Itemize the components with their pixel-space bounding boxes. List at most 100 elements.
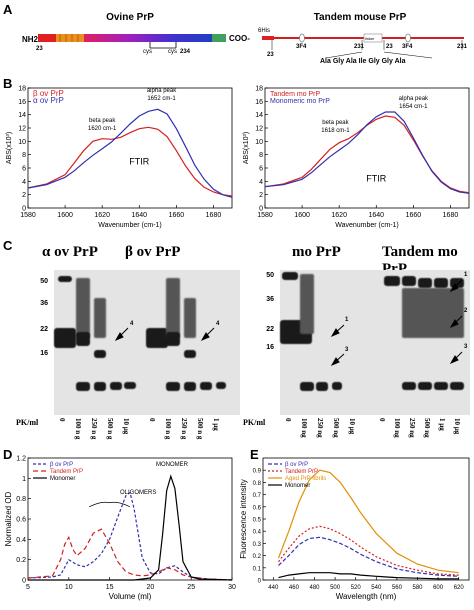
y-tick-label: 0.6 bbox=[16, 517, 26, 524]
lane-label: 0 bbox=[284, 418, 292, 422]
panel-d-letter: D bbox=[3, 447, 13, 462]
panel-e-letter: E bbox=[250, 447, 259, 462]
x-tick-label: 20 bbox=[147, 584, 155, 591]
legend-label: β ov PrP bbox=[33, 89, 64, 98]
mw-marker-right-50: 50 bbox=[266, 272, 274, 279]
y-tick-label: 18 bbox=[255, 86, 263, 93]
mw-marker-left-16: 16 bbox=[40, 350, 48, 357]
y-tick-label: 1.2 bbox=[16, 456, 26, 463]
panel-c-letter: C bbox=[3, 238, 13, 253]
y-tick-label: 16 bbox=[255, 99, 263, 106]
linker-box bbox=[363, 33, 383, 43]
lane-label: 500 ng bbox=[423, 418, 431, 438]
x-tick-label: 1680 bbox=[206, 212, 222, 219]
domain-diagrams bbox=[38, 33, 464, 59]
monomer-label: MONOMER bbox=[156, 462, 188, 468]
lane-label: 1 µg bbox=[212, 418, 220, 431]
lane-label: 100 n g bbox=[164, 418, 172, 440]
series-line bbox=[27, 126, 233, 197]
tandem-3f4-label-1: 3F4 bbox=[296, 44, 307, 50]
oligomers-brace bbox=[89, 501, 131, 508]
series-line bbox=[278, 572, 459, 580]
series-line bbox=[277, 469, 459, 574]
tandem-residue-231b: 231 bbox=[457, 44, 468, 50]
epitope-3f4-2 bbox=[405, 33, 411, 43]
y-tick-label: 10 bbox=[255, 139, 263, 146]
ftir-chart-ovine: 1580 1600 1620 1640 1660 1680 0 2 4 6 8 10 12 14 16 18 β… bbox=[6, 86, 233, 229]
cys-label-2: cys bbox=[168, 49, 177, 55]
x-tick-label: 1600 bbox=[294, 212, 310, 219]
y-tick-label: 0 bbox=[259, 206, 263, 213]
y-tick-label: 0 bbox=[22, 206, 26, 213]
beta-peak-value: 1620 cm-1 bbox=[88, 126, 117, 132]
coo-label: COO- bbox=[229, 34, 250, 43]
y-tick-label: 0.2 bbox=[16, 557, 26, 564]
legend-label: Monomeric mo PrP bbox=[270, 98, 330, 105]
plot-frame bbox=[27, 87, 233, 209]
x-tick-label: 1580 bbox=[257, 212, 273, 219]
tandem-residue-23a: 23 bbox=[267, 52, 274, 58]
legend-label: β ov PrP bbox=[285, 462, 308, 468]
beta-peak-annotation: beta peak bbox=[322, 120, 349, 126]
y-tick-label: 14 bbox=[255, 112, 263, 119]
y-tick-label: 4 bbox=[259, 179, 263, 186]
lane-label: 500 ng bbox=[332, 418, 340, 438]
alpha-peak-value: 1654 cm-1 bbox=[399, 104, 428, 110]
sec-chart: 5 10 15 20 25 30 0 0.2 0.4 0.6 0.8 1 1.2 β ov PrPTand… bbox=[4, 456, 236, 602]
c-terminal-segment bbox=[212, 34, 226, 42]
y-tick-label: 0.2 bbox=[253, 554, 262, 560]
lane-label: 250 ng bbox=[316, 418, 324, 438]
x-tick-label: 1640 bbox=[368, 212, 384, 219]
his-tag-label: 6His bbox=[258, 28, 271, 34]
y-tick-label: 0.7 bbox=[253, 493, 262, 499]
lane-label: 100 n g bbox=[74, 418, 82, 440]
x-tick-label: 480 bbox=[309, 585, 320, 591]
lane-label: 250 n g bbox=[90, 418, 98, 440]
alpha-peak-annotation: alpha peak bbox=[399, 96, 429, 102]
y-tick-label: 4 bbox=[22, 179, 26, 186]
legend-label: Tandem PrP bbox=[285, 469, 318, 475]
y-tick-label: 0.4 bbox=[253, 530, 262, 536]
plot-frame bbox=[264, 87, 470, 209]
y-tick-label: 2 bbox=[259, 192, 263, 199]
x-tick-label: 10 bbox=[65, 584, 73, 591]
tandem-prp-title: Tandem mouse PrP bbox=[313, 12, 407, 23]
x-tick-label: 580 bbox=[412, 585, 423, 591]
lane-label: 0 bbox=[58, 418, 66, 422]
x-tick-label: 30 bbox=[228, 584, 236, 591]
epitope-3f4-1 bbox=[299, 33, 305, 43]
western-blot-mouse bbox=[280, 270, 470, 415]
series-line bbox=[28, 474, 233, 581]
ovine-n-terminal-segment bbox=[38, 34, 56, 42]
x-tick-label: 460 bbox=[289, 585, 300, 591]
x-tick-label: 520 bbox=[351, 585, 362, 591]
blot-title-alpha-ov: α ov PrP bbox=[42, 244, 98, 260]
arrow-label-tandem-1: 1 bbox=[464, 272, 468, 278]
legend-label: Tandem PrP bbox=[50, 469, 83, 475]
x-tick-label: 1580 bbox=[20, 212, 36, 219]
y-tick-label: 0.6 bbox=[253, 505, 262, 511]
x-axis-label: Wavenumber (cm-1) bbox=[335, 222, 399, 229]
y-tick-label: 0 bbox=[258, 579, 262, 585]
x-tick-label: 1680 bbox=[443, 212, 459, 219]
mw-marker-right-16: 16 bbox=[266, 344, 274, 351]
mw-marker-left-36: 36 bbox=[40, 300, 48, 307]
mw-marker-right-22: 22 bbox=[266, 326, 274, 333]
y-axis-label: ABS(x10³) bbox=[243, 132, 250, 164]
lane-label: 1 µg bbox=[438, 418, 446, 431]
y-tick-label: 10 bbox=[18, 139, 26, 146]
y-axis-label: ABS(x10³) bbox=[6, 132, 13, 164]
lane-label: 100 ng bbox=[300, 418, 308, 438]
y-tick-label: 0.8 bbox=[253, 481, 262, 487]
alpha-peak-annotation: alpha peak bbox=[147, 88, 177, 94]
lane-label: 500 n g bbox=[106, 418, 114, 440]
lane-label: 250 ng bbox=[408, 418, 416, 438]
x-tick-label: 1620 bbox=[331, 212, 347, 219]
linker-box-label: linker bbox=[365, 36, 375, 41]
x-tick-label: 1600 bbox=[57, 212, 73, 219]
thioflavin-chart: 440 460 480 500 520 540 560 580 600 620 0 0.1 0.2 0.3… bbox=[239, 457, 470, 601]
panel-b-letter: B bbox=[3, 76, 13, 91]
legend-label: α ov PrP bbox=[33, 96, 64, 105]
panel-a-letter: A bbox=[3, 2, 13, 17]
y-tick-label: 14 bbox=[18, 112, 26, 119]
